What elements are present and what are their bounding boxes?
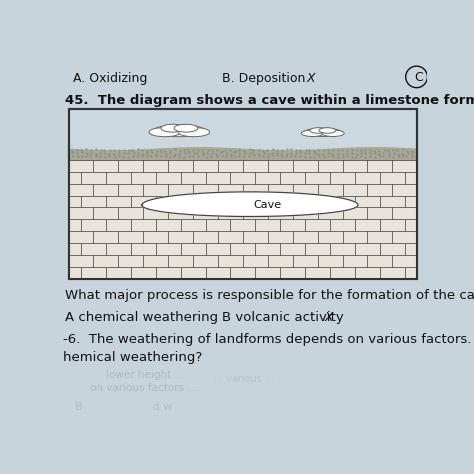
Ellipse shape	[304, 128, 341, 137]
Ellipse shape	[301, 130, 324, 137]
Text: B                    d w: B d w	[75, 402, 172, 412]
Ellipse shape	[319, 128, 336, 133]
Polygon shape	[69, 148, 417, 160]
Ellipse shape	[161, 124, 185, 132]
Text: A. Oxidizing: A. Oxidizing	[73, 72, 147, 85]
Text: lower height ...: lower height ...	[106, 370, 184, 380]
Bar	[69, 160, 417, 279]
Bar	[69, 109, 417, 279]
Text: on various factors ...: on various factors ...	[90, 383, 198, 393]
Text: -6.  The weathering of landforms depends on various factors. W: -6. The weathering of landforms depends …	[63, 333, 474, 346]
Text: ... various ...: ... various ...	[214, 374, 274, 384]
Text: What major process is responsible for the formation of the cave?: What major process is responsible for th…	[65, 290, 474, 302]
Text: X: X	[307, 72, 315, 85]
Ellipse shape	[310, 128, 327, 133]
Ellipse shape	[149, 128, 181, 137]
Ellipse shape	[174, 124, 198, 132]
Text: C: C	[414, 71, 423, 84]
Text: B. Deposition: B. Deposition	[222, 72, 305, 85]
Text: 45.  The diagram shows a cave within a limestone formation.: 45. The diagram shows a cave within a li…	[65, 94, 474, 107]
Text: hemical weathering?: hemical weathering?	[63, 351, 202, 364]
Text: A chemical weathering: A chemical weathering	[65, 311, 219, 324]
Text: Cave: Cave	[253, 200, 282, 210]
Text: B volcanic activity: B volcanic activity	[222, 311, 344, 324]
Bar	[69, 109, 417, 279]
Ellipse shape	[178, 128, 210, 137]
Ellipse shape	[322, 130, 344, 137]
Polygon shape	[142, 192, 358, 217]
Ellipse shape	[153, 125, 206, 137]
Text: X: X	[324, 311, 333, 324]
